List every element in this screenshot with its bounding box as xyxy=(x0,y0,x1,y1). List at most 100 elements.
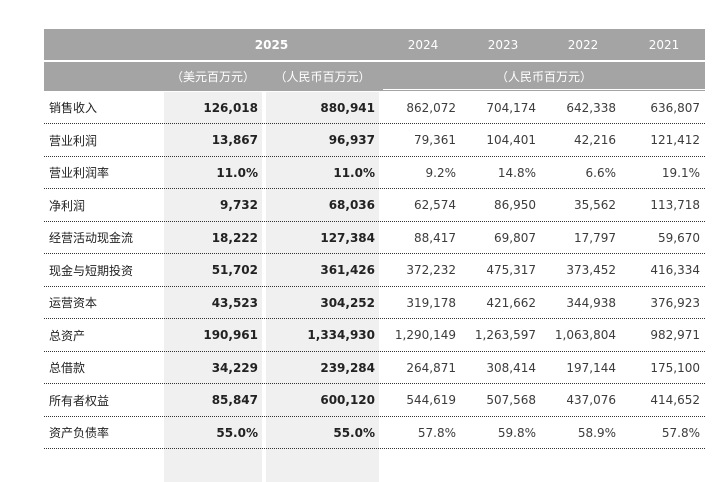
cell-2025-usd: 51,702 xyxy=(211,263,258,277)
cell-2022: 437,076 xyxy=(566,393,616,407)
cell-2023: 421,662 xyxy=(486,295,536,310)
header-divider xyxy=(44,60,705,62)
table-header-units: （美元百万元） （人民币百万元） （人民币百万元） xyxy=(44,62,705,91)
row-label: 运营资本 xyxy=(49,296,98,310)
cell-2022: 17,797 xyxy=(574,230,616,245)
header-year-2023: 2023 xyxy=(487,37,519,52)
cell-2021: 59,670 xyxy=(658,230,700,245)
table-header-years: 2025 2024 2023 2022 2021 xyxy=(44,29,705,60)
header-year-2021: 2021 xyxy=(648,37,680,52)
header-year-2022: 2022 xyxy=(567,37,599,52)
cell-2023: 14.8% xyxy=(497,165,536,180)
cell-2021: 982,971 xyxy=(650,328,700,342)
cell-2022: 373,452 xyxy=(566,263,616,277)
cell-2022: 58.9% xyxy=(577,425,616,440)
row-label: 净利润 xyxy=(49,198,86,213)
table-row: 现金与短期投资 51,702 361,426 372,232 475,317 373,45… xyxy=(44,255,705,287)
cell-2025-rmb: 96,937 xyxy=(328,133,375,147)
cell-2025-rmb: 11.0% xyxy=(333,165,375,180)
table-row: 总资产 190,961 1,334,930 1,290,149 1,263,597 1,0… xyxy=(44,320,705,352)
cell-2022: 42,216 xyxy=(574,133,616,147)
cell-2025-rmb: 127,384 xyxy=(320,230,375,245)
cell-2021: 19.1% xyxy=(661,165,700,180)
row-label: 总借款 xyxy=(49,361,86,375)
cell-2021: 416,334 xyxy=(650,263,700,277)
cell-2024: 264,871 xyxy=(406,360,456,375)
cell-2022: 197,144 xyxy=(566,360,616,375)
cell-2023: 704,174 xyxy=(486,100,536,115)
cell-2023: 308,414 xyxy=(486,360,536,375)
cell-2022: 35,562 xyxy=(574,198,616,212)
cell-2024: 1,290,149 xyxy=(394,328,456,342)
row-label: 所有者权益 xyxy=(49,393,110,408)
table-row: 净利润 9,732 68,036 62,574 86,950 35,562 113,718 xyxy=(44,190,705,222)
cell-2025-rmb: 361,426 xyxy=(320,263,375,277)
table-row: 资产负债率 55.0% 55.0% 57.8% 59.8% 58.9% 57.8% xyxy=(44,417,705,449)
table-row: 经营活动现金流 18,222 127,384 88,417 69,807 17,797 59… xyxy=(44,222,705,254)
cell-2024: 9.2% xyxy=(425,165,457,180)
cell-2021: 414,652 xyxy=(650,393,700,407)
header-unit-underline xyxy=(383,89,705,90)
table-row: 运营资本 43,523 304,252 319,178 421,662 344,938 37… xyxy=(44,287,705,319)
cell-2025-usd: 85,847 xyxy=(211,393,258,407)
cell-2023: 69,807 xyxy=(494,230,536,245)
cell-2025-rmb: 304,252 xyxy=(320,295,375,310)
table-row: 所有者权益 85,847 600,120 544,619 507,568 437,076 4… xyxy=(44,385,705,417)
cell-2025-usd: 9,732 xyxy=(220,198,258,212)
cell-2023: 507,568 xyxy=(486,393,536,407)
cell-2024: 88,417 xyxy=(414,230,456,245)
cell-2024: 79,361 xyxy=(414,133,456,147)
cell-2023: 59.8% xyxy=(497,425,536,440)
table-row: 营业利润率 11.0% 11.0% 9.2% 14.8% 6.6% 19.1% xyxy=(44,157,705,189)
cell-2021: 121,412 xyxy=(650,133,700,147)
cell-2025-usd: 190,961 xyxy=(203,328,258,342)
cell-2025-usd: 55.0% xyxy=(216,425,258,440)
row-label: 资产负债率 xyxy=(49,426,110,440)
table-row: 总借款 34,229 239,284 264,871 308,414 197,144 175… xyxy=(44,352,705,384)
cell-2021: 636,807 xyxy=(650,100,700,115)
highlight-column-usd xyxy=(164,92,262,482)
cell-2021: 175,100 xyxy=(650,360,700,375)
cell-2021: 57.8% xyxy=(661,425,700,440)
cell-2022: 1,063,804 xyxy=(554,328,616,342)
cell-2025-rmb: 880,941 xyxy=(320,100,375,115)
cell-2024: 62,574 xyxy=(414,198,456,212)
cell-2025-usd: 34,229 xyxy=(211,360,258,375)
cell-2024: 57.8% xyxy=(417,425,456,440)
cell-2025-usd: 43,523 xyxy=(211,295,258,310)
cell-2022: 6.6% xyxy=(585,165,617,180)
cell-2024: 544,619 xyxy=(406,393,456,407)
table-row: 销售收入 126,018 880,941 862,072 704,174 642,338 6… xyxy=(44,92,705,124)
row-label: 营业利润 xyxy=(49,133,98,148)
header-unit-rmb-history: （人民币百万元） xyxy=(495,70,592,84)
cell-2025-usd: 13,867 xyxy=(211,133,258,147)
cell-2021: 113,718 xyxy=(650,198,700,212)
cell-2025-rmb: 600,120 xyxy=(320,393,375,407)
cell-2025-usd: 18,222 xyxy=(211,230,258,245)
header-year-2024: 2024 xyxy=(407,37,439,52)
cell-2023: 475,317 xyxy=(486,263,536,277)
cell-2023: 1,263,597 xyxy=(474,328,536,342)
cell-2023: 104,401 xyxy=(486,133,536,147)
cell-2023: 86,950 xyxy=(494,198,536,212)
row-label: 营业利润率 xyxy=(49,166,110,180)
cell-2024: 319,178 xyxy=(406,295,456,310)
highlight-column-rmb-2025 xyxy=(266,92,379,482)
row-label: 总资产 xyxy=(49,328,86,343)
cell-2022: 642,338 xyxy=(566,100,616,115)
row-label: 现金与短期投资 xyxy=(49,263,134,278)
header-unit-usd: （美元百万元） xyxy=(170,70,255,84)
cell-2024: 862,072 xyxy=(406,100,456,115)
row-label: 销售收入 xyxy=(49,101,98,115)
cell-2024: 372,232 xyxy=(406,263,456,277)
cell-2025-rmb: 1,334,930 xyxy=(307,328,375,342)
cell-2025-usd: 126,018 xyxy=(203,100,258,115)
row-label: 经营活动现金流 xyxy=(49,231,134,245)
cell-2021: 376,923 xyxy=(650,295,700,310)
cell-2025-rmb: 55.0% xyxy=(333,425,375,440)
header-unit-rmb-2025: （人民币百万元） xyxy=(274,70,371,84)
cell-2025-usd: 11.0% xyxy=(216,165,258,180)
cell-2025-rmb: 68,036 xyxy=(328,198,375,212)
table-row: 营业利润 13,867 96,937 79,361 104,401 42,216 121,4… xyxy=(44,125,705,157)
cell-2025-rmb: 239,284 xyxy=(320,360,375,375)
